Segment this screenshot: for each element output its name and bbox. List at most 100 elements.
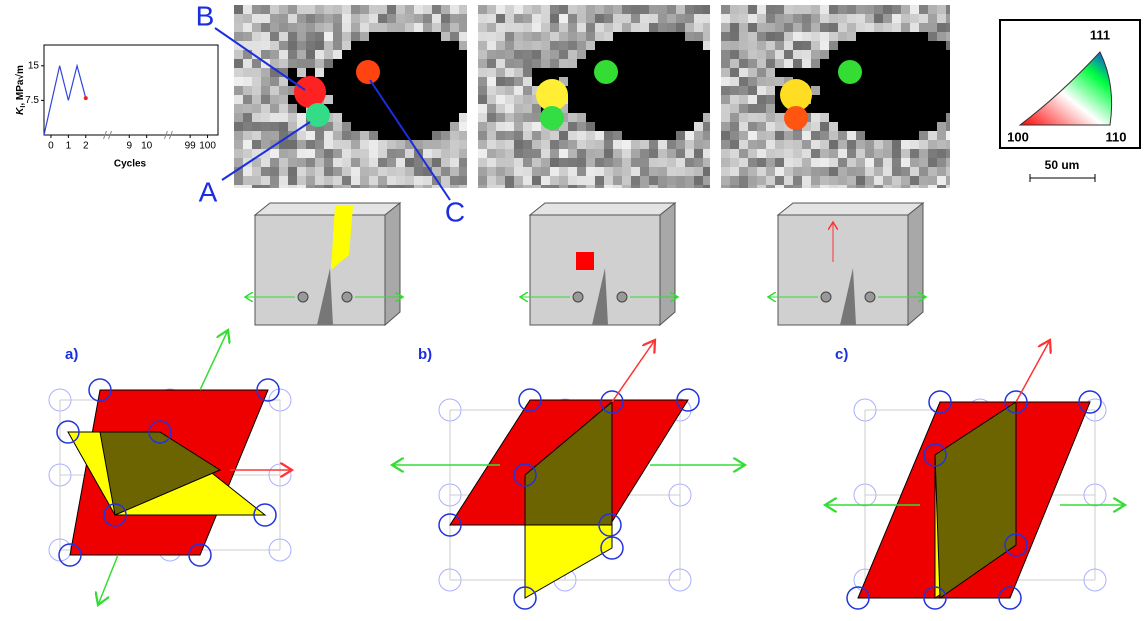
grain bbox=[550, 176, 559, 185]
grain bbox=[865, 32, 874, 41]
grain bbox=[658, 23, 667, 32]
grain bbox=[360, 176, 369, 185]
grain bbox=[568, 32, 577, 41]
grain bbox=[838, 113, 847, 122]
grain bbox=[351, 86, 360, 95]
grain bbox=[811, 77, 820, 86]
grain bbox=[667, 77, 676, 86]
grain bbox=[892, 122, 901, 131]
grain bbox=[730, 185, 739, 188]
grain bbox=[919, 23, 928, 32]
grain bbox=[441, 23, 450, 32]
grain bbox=[802, 59, 811, 68]
grain bbox=[703, 131, 710, 140]
grain bbox=[405, 86, 414, 95]
grain bbox=[496, 86, 505, 95]
grain bbox=[874, 113, 883, 122]
grain bbox=[378, 140, 387, 149]
grain bbox=[694, 50, 703, 59]
grain bbox=[270, 176, 279, 185]
grain bbox=[784, 185, 793, 188]
grain bbox=[919, 140, 928, 149]
grain bbox=[478, 77, 487, 86]
grain bbox=[378, 50, 387, 59]
grain bbox=[820, 41, 829, 50]
grain bbox=[721, 5, 730, 14]
grain bbox=[279, 167, 288, 176]
grain bbox=[865, 59, 874, 68]
grain bbox=[721, 14, 730, 23]
grain bbox=[432, 149, 441, 158]
grain bbox=[342, 95, 351, 104]
grain bbox=[360, 149, 369, 158]
grain bbox=[568, 95, 577, 104]
grain bbox=[865, 41, 874, 50]
grain bbox=[640, 185, 649, 188]
grain bbox=[496, 158, 505, 167]
grain bbox=[523, 59, 532, 68]
grain bbox=[252, 167, 261, 176]
grain bbox=[874, 149, 883, 158]
grain bbox=[514, 95, 523, 104]
grain bbox=[802, 149, 811, 158]
grain bbox=[496, 77, 505, 86]
grain bbox=[685, 140, 694, 149]
grain bbox=[757, 5, 766, 14]
grain bbox=[378, 77, 387, 86]
grain bbox=[441, 158, 450, 167]
grain bbox=[604, 50, 613, 59]
grain bbox=[937, 158, 946, 167]
grain bbox=[459, 158, 467, 167]
grain bbox=[378, 14, 387, 23]
grain bbox=[883, 158, 892, 167]
grain bbox=[360, 50, 369, 59]
grain bbox=[351, 149, 360, 158]
grain bbox=[631, 140, 640, 149]
grain bbox=[946, 95, 950, 104]
grain bbox=[595, 50, 604, 59]
grain bbox=[883, 32, 892, 41]
grain bbox=[685, 59, 694, 68]
grain bbox=[937, 32, 946, 41]
grain bbox=[802, 5, 811, 14]
grain bbox=[270, 122, 279, 131]
grain bbox=[243, 59, 252, 68]
grain bbox=[640, 113, 649, 122]
grain bbox=[450, 185, 459, 188]
grain bbox=[604, 23, 613, 32]
grain bbox=[234, 77, 243, 86]
grain bbox=[324, 41, 333, 50]
grain bbox=[622, 68, 631, 77]
grain bbox=[829, 50, 838, 59]
grain bbox=[802, 32, 811, 41]
grain bbox=[270, 86, 279, 95]
grain bbox=[505, 140, 514, 149]
grain bbox=[243, 23, 252, 32]
grain bbox=[568, 5, 577, 14]
grain bbox=[910, 86, 919, 95]
grain bbox=[252, 104, 261, 113]
grain bbox=[838, 95, 847, 104]
grain bbox=[405, 5, 414, 14]
grain bbox=[703, 113, 710, 122]
grain bbox=[667, 5, 676, 14]
grain bbox=[757, 23, 766, 32]
grain bbox=[505, 131, 514, 140]
grain bbox=[766, 59, 775, 68]
grain bbox=[649, 23, 658, 32]
grain bbox=[901, 158, 910, 167]
grain bbox=[297, 167, 306, 176]
grain bbox=[459, 77, 467, 86]
grain bbox=[604, 5, 613, 14]
specimen-cubes bbox=[245, 203, 926, 325]
panel-label: a) bbox=[65, 346, 78, 363]
grain bbox=[595, 149, 604, 158]
grain bbox=[631, 95, 640, 104]
grain bbox=[532, 32, 541, 41]
grain bbox=[496, 59, 505, 68]
grain bbox=[279, 149, 288, 158]
grain bbox=[883, 95, 892, 104]
grain bbox=[532, 5, 541, 14]
grain bbox=[315, 131, 324, 140]
grain bbox=[496, 104, 505, 113]
